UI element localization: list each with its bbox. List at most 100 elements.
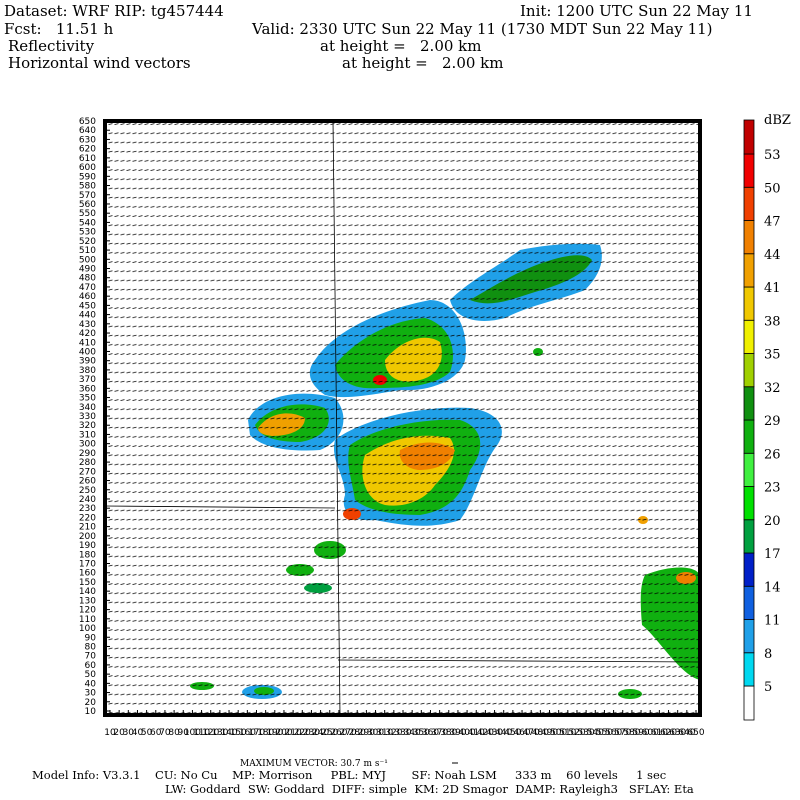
y-tick-label: 500 (79, 255, 96, 265)
x-tick-label: 280 (349, 728, 366, 738)
y-tick-label: 160 (79, 569, 96, 579)
x-tick-label: 40 (132, 728, 144, 738)
x-tick-label: 630 (669, 728, 686, 738)
y-tick-label: 240 (79, 495, 96, 505)
y-tick-label: 260 (79, 477, 96, 487)
dataset: Dataset: WRF RIP: tg457444 (4, 2, 224, 20)
y-tick-label: 540 (79, 218, 96, 228)
y-tick-label: 530 (79, 228, 96, 238)
y-tick-label: 230 (79, 504, 96, 514)
colorbar-segment (743, 652, 755, 687)
x-tick-label: 490 (541, 728, 558, 738)
x-tick-label: 610 (651, 728, 668, 738)
y-tick-label: 480 (79, 274, 96, 284)
colorbar-segment (743, 186, 755, 221)
x-tick-label: 640 (678, 728, 695, 738)
y-tick-label: 440 (79, 311, 96, 321)
y-tick-label: 490 (79, 265, 96, 275)
x-tick-label: 80 (168, 728, 180, 738)
colorbar-segment (743, 319, 755, 354)
x-tick-label: 390 (449, 728, 466, 738)
x-tick-label: 650 (687, 728, 704, 738)
y-tick-label: 100 (79, 624, 96, 634)
map-panel (103, 119, 702, 717)
y-tick-label: 180 (79, 550, 96, 560)
y-tick-label: 120 (79, 606, 96, 616)
y-tick-label: 460 (79, 292, 96, 302)
colorbar-label: 29 (764, 414, 781, 429)
y-tick-label: 630 (79, 135, 96, 145)
y-tick-label: 10 (85, 707, 97, 717)
y-tick-label: 420 (79, 329, 96, 339)
x-tick-label: 10 (104, 728, 116, 738)
y-tick-label: 300 (79, 440, 96, 450)
y-tick-label: 610 (79, 154, 96, 164)
x-tick-label: 310 (376, 728, 393, 738)
colorbar-label: 26 (764, 447, 781, 462)
x-tick-label: 320 (385, 728, 402, 738)
y-tick-label: 360 (79, 384, 96, 394)
y-tick-label: 90 (85, 633, 97, 643)
colorbar-label: 35 (764, 348, 781, 363)
colorbar-label: 23 (764, 481, 781, 496)
x-tick-label: 420 (477, 728, 494, 738)
field-height: at height = 2.00 km (342, 54, 503, 72)
x-tick-label: 150 (230, 728, 247, 738)
y-tick-label: 380 (79, 366, 96, 376)
colorbar-segment (743, 353, 755, 388)
y-tick-label: 20 (85, 698, 97, 708)
y-tick-label: 150 (79, 578, 96, 588)
colorbar-segment (743, 386, 755, 421)
x-tick-label: 550 (596, 728, 613, 738)
wind-vectors (105, 121, 700, 715)
y-tick-label: 200 (79, 532, 96, 542)
colorbar-label: 53 (764, 148, 781, 163)
x-tick-label: 470 (523, 728, 540, 738)
y-tick-label: 220 (79, 513, 96, 523)
x-tick-label: 170 (248, 728, 265, 738)
y-tick-label: 310 (79, 430, 96, 440)
colorbar-label: 47 (764, 215, 781, 230)
valid-time: Valid: 2330 UTC Sun 22 May 11 (1730 MDT … (251, 20, 713, 38)
x-tick-label: 620 (660, 728, 677, 738)
x-tick-label: 20 (113, 728, 125, 738)
y-tick-label: 640 (79, 126, 96, 136)
forecast-hour: Fcst: 11.51 h (4, 20, 114, 38)
x-tick-label: 60 (150, 728, 162, 738)
y-tick-label: 110 (79, 615, 96, 625)
x-tick-label: 290 (358, 728, 375, 738)
colorbar-segment (743, 419, 755, 454)
x-tick-label: 460 (513, 728, 530, 738)
colorbar-label: 5 (764, 680, 772, 695)
colorbar-label: 38 (764, 314, 781, 329)
max-vector: MAXIMUM VECTOR: 30.7 m s⁻¹ (240, 759, 388, 769)
x-tick-label: 350 (413, 728, 430, 738)
y-tick-label: 250 (79, 486, 96, 496)
colorbar-segment (743, 519, 755, 554)
x-tick-label: 530 (578, 728, 595, 738)
init-time: Init: 1200 UTC Sun 22 May 11 (520, 2, 753, 20)
x-tick-label: 230 (303, 728, 320, 738)
colorbar-segment (743, 119, 755, 155)
x-tick-label: 330 (394, 728, 411, 738)
y-tick-label: 600 (79, 163, 96, 173)
y-tick-label: 210 (79, 523, 96, 533)
x-tick-label: 440 (495, 728, 512, 738)
x-tick-label: 200 (275, 728, 292, 738)
y-tick-label: 620 (79, 145, 96, 155)
colorbar-segment (743, 685, 755, 721)
y-tick-label: 60 (85, 661, 97, 671)
x-tick-label: 580 (623, 728, 640, 738)
colorbar-label: 50 (764, 181, 781, 196)
y-tick-label: 400 (79, 347, 96, 357)
x-tick-label: 300 (367, 728, 384, 738)
y-tick-label: 350 (79, 394, 96, 404)
colorbar-label: 41 (764, 281, 781, 296)
x-tick-label: 110 (193, 728, 210, 738)
field-name: Horizontal wind vectors (8, 54, 191, 72)
x-tick-label: 120 (202, 728, 219, 738)
colorbar-label: 11 (764, 614, 781, 629)
y-tick-label: 390 (79, 357, 96, 367)
